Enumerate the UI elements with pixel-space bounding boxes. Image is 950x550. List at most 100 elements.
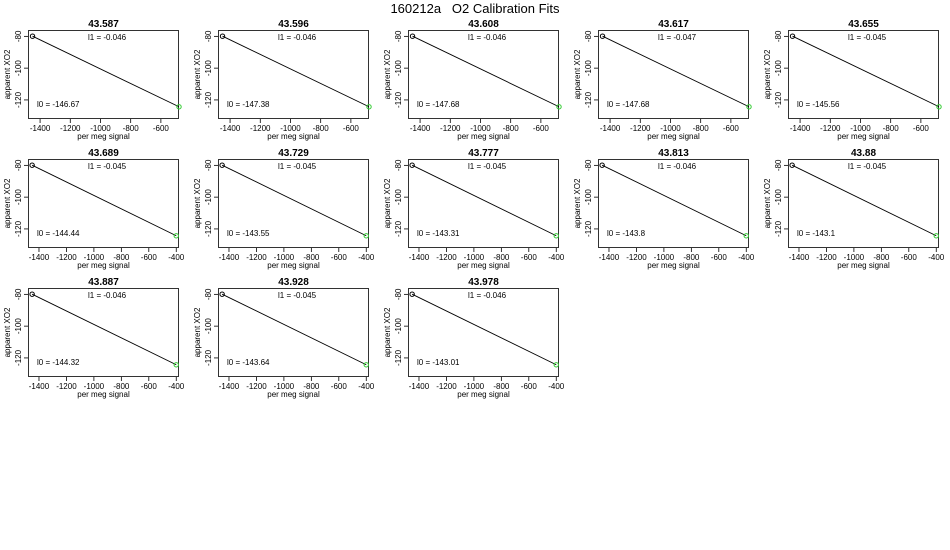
panel-title: 43.978 — [468, 277, 499, 288]
x-tick-label: -1000 — [844, 253, 865, 262]
intercept-annotation: l0 = -144.44 — [37, 229, 80, 238]
x-tick-label: -400 — [548, 253, 565, 262]
y-tick-label: -120 — [584, 91, 593, 108]
x-tick-label: -1000 — [84, 382, 105, 391]
fit-line — [31, 293, 177, 366]
x-axis-label: per meg signal — [77, 261, 130, 270]
x-tick-label: -1400 — [219, 253, 240, 262]
y-tick-label: -120 — [204, 349, 213, 366]
x-tick-label: -1200 — [820, 124, 841, 133]
fit-line — [411, 293, 557, 366]
intercept-annotation: l0 = -147.38 — [227, 100, 270, 109]
y-tick-label: -80 — [394, 30, 403, 42]
x-tick-label: -800 — [113, 382, 130, 391]
data-point — [366, 104, 372, 110]
x-axis-label: per meg signal — [267, 132, 320, 141]
data-point — [219, 33, 226, 39]
fit-line — [412, 35, 560, 108]
y-tick-label: -80 — [774, 159, 783, 171]
x-tick-label: -400 — [928, 253, 945, 262]
x-tick-label: -1200 — [60, 124, 81, 133]
data-point — [173, 362, 179, 368]
x-tick-label: -1200 — [436, 382, 457, 391]
data-point — [29, 291, 35, 297]
y-tick-label: -100 — [584, 60, 593, 77]
x-tick-label: -1400 — [410, 124, 431, 133]
data-point — [29, 162, 35, 168]
y-tick-label: -80 — [394, 288, 403, 300]
panel-13: 43.978 -1400 -1200 -1000 -800 -600 -400 -80 -100… — [383, 277, 565, 399]
intercept-annotation: l0 = -147.68 — [417, 100, 460, 109]
data-point — [173, 233, 179, 239]
panel-title: 43.689 — [88, 148, 119, 159]
y-tick-label: -120 — [774, 91, 783, 108]
slope-annotation: l1 = -0.045 — [278, 162, 317, 171]
y-axis-label: apparent XO2 — [383, 178, 392, 228]
intercept-annotation: l0 = -143.64 — [227, 358, 270, 367]
slope-annotation: l1 = -0.046 — [468, 291, 507, 300]
fit-line — [411, 164, 557, 237]
x-tick-label: -1200 — [56, 253, 77, 262]
plot-frame — [598, 159, 749, 248]
y-tick-label: -120 — [584, 220, 593, 237]
y-tick-label: -80 — [774, 30, 783, 42]
data-point — [556, 104, 562, 110]
y-axis-label: apparent XO2 — [3, 307, 12, 357]
slope-annotation: l1 = -0.045 — [468, 162, 507, 171]
y-axis-label: apparent XO2 — [3, 49, 12, 99]
intercept-annotation: l0 = -143.01 — [417, 358, 460, 367]
panel-title: 43.777 — [468, 148, 499, 159]
x-tick-label: -1000 — [654, 253, 675, 262]
x-tick-label: -1200 — [246, 382, 267, 391]
intercept-annotation: l0 = -143.8 — [607, 229, 646, 238]
data-point — [409, 162, 415, 168]
x-tick-label: -1000 — [470, 124, 491, 133]
plot-frame — [28, 30, 179, 119]
intercept-annotation: l0 = -143.31 — [417, 229, 460, 238]
y-tick-label: -80 — [14, 30, 23, 42]
panel-title: 43.887 — [88, 277, 119, 288]
plot-frame — [28, 159, 179, 248]
y-tick-label: -120 — [14, 349, 23, 366]
x-tick-label: -600 — [901, 253, 918, 262]
y-axis-label: apparent XO2 — [383, 49, 392, 99]
x-axis-label: per meg signal — [457, 261, 510, 270]
x-tick-label: -400 — [738, 253, 755, 262]
data-point — [553, 362, 559, 368]
slope-annotation: l1 = -0.045 — [848, 162, 887, 171]
x-tick-label: -1200 — [56, 382, 77, 391]
x-tick-label: -1200 — [630, 124, 651, 133]
y-tick-label: -120 — [204, 220, 213, 237]
fit-line — [222, 35, 370, 108]
plot-frame — [788, 30, 939, 119]
intercept-annotation: l0 = -147.68 — [607, 100, 650, 109]
x-tick-label: -1400 — [599, 253, 620, 262]
x-tick-label: -800 — [493, 253, 510, 262]
x-tick-label: -600 — [913, 124, 930, 133]
y-tick-label: -100 — [584, 189, 593, 206]
panel-title: 43.608 — [468, 19, 499, 30]
data-point — [363, 362, 369, 368]
x-tick-label: -600 — [343, 124, 360, 133]
x-tick-label: -1400 — [29, 253, 50, 262]
y-tick-label: -80 — [394, 159, 403, 171]
data-point — [409, 291, 415, 297]
x-tick-label: -400 — [168, 382, 185, 391]
y-axis-label: apparent XO2 — [193, 178, 202, 228]
x-tick-label: -800 — [303, 253, 320, 262]
fit-line — [31, 164, 177, 237]
y-tick-label: -100 — [774, 60, 783, 77]
slope-annotation: l1 = -0.046 — [468, 33, 507, 42]
panel-title: 43.928 — [278, 277, 309, 288]
fit-line — [602, 35, 750, 108]
x-tick-label: -400 — [358, 253, 375, 262]
y-tick-label: -80 — [204, 159, 213, 171]
panel-title: 43.88 — [851, 148, 876, 159]
x-axis-label: per meg signal — [77, 390, 130, 399]
x-axis-label: per meg signal — [77, 132, 130, 141]
x-tick-label: -400 — [358, 382, 375, 391]
plot-frame — [598, 30, 749, 119]
panel-9: 43.813 -1400 -1200 -1000 -800 -600 -400 -80 -100… — [573, 148, 755, 270]
panel-11: 43.887 -1400 -1200 -1000 -800 -600 -400 -80 -100… — [3, 277, 185, 399]
x-tick-label: -800 — [683, 253, 700, 262]
